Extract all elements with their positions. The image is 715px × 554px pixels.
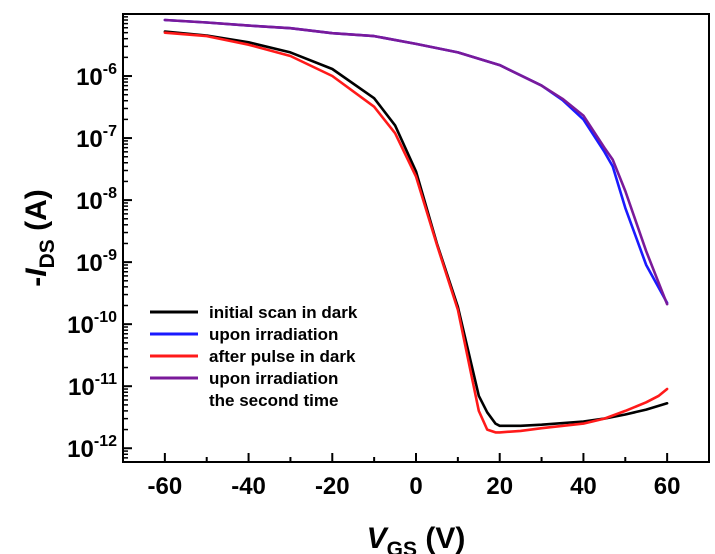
y-tick-label: 10-8 <box>76 185 117 215</box>
x-tick-label: 20 <box>486 473 513 500</box>
legend-label-2: upon irradiation <box>209 325 338 344</box>
y-tick-label: 10-7 <box>76 123 117 153</box>
legend-label-4: the second time <box>209 391 338 410</box>
y-axis-title: -IDS (A) <box>20 189 59 287</box>
series-line-2 <box>163 18 669 305</box>
series-line-3 <box>163 31 669 434</box>
x-tick-label: 0 <box>409 473 422 500</box>
x-tick-label: -60 <box>148 473 183 500</box>
y-tick-label: 10-11 <box>68 371 117 401</box>
x-axis: -60 -40 -20 0 20 40 60 <box>122 453 710 500</box>
legend-label-3: after pulse in dark <box>209 347 356 366</box>
x-tick-label: -20 <box>315 473 350 500</box>
x-tick-label: 60 <box>654 473 681 500</box>
x-axis-title: VGS (V) <box>367 522 466 554</box>
series-line-1 <box>163 30 669 428</box>
legend-label-1: initial scan in dark <box>209 303 358 322</box>
plot-lines <box>163 18 669 434</box>
series-line-4 <box>163 18 669 306</box>
x-tick-label: 40 <box>570 473 597 500</box>
y-tick-label: 10-10 <box>67 309 117 339</box>
x-tick-label: -40 <box>231 473 266 500</box>
legend-label-4: upon irradiation <box>209 369 338 388</box>
y-tick-label: 10-9 <box>76 247 117 277</box>
y-axis: 10-12 10-11 10-10 10-9 10-8 10-7 10-6 <box>67 13 132 463</box>
axis-titles: VGS (V) -IDS (A) <box>20 189 465 554</box>
legend: initial scan in dark upon irradiation afte… <box>150 303 358 410</box>
y-tick-label: 10-12 <box>67 433 117 463</box>
y-tick-label: 10-6 <box>76 61 117 91</box>
